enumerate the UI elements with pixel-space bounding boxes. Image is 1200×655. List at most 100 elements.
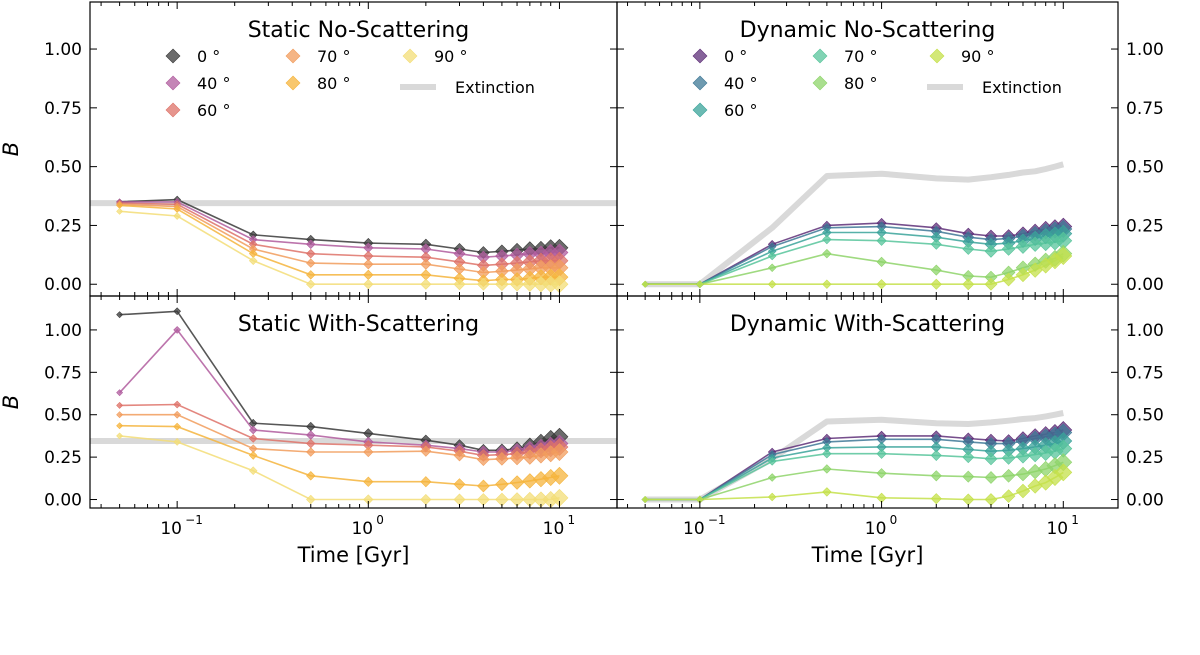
data-point: [1015, 466, 1031, 482]
data-point: [248, 451, 258, 460]
data-point: [930, 449, 942, 461]
data-point: [550, 466, 569, 485]
data-point: [1001, 468, 1016, 483]
y-tick-label: 0.75: [44, 99, 82, 119]
y-axis-label: B: [0, 142, 23, 156]
data-point: [767, 457, 777, 466]
data-point: [984, 471, 998, 484]
series-line-2: [645, 431, 1064, 501]
data-point: [767, 473, 777, 482]
data-point: [248, 425, 258, 435]
data-point: [1015, 483, 1031, 499]
data-point: [116, 207, 124, 215]
legend-label: 80 °: [844, 74, 877, 93]
panel-title: Static With-Scattering: [238, 312, 479, 337]
data-point: [962, 242, 975, 255]
series-line-1: [119, 198, 560, 254]
y-tick-label: 1.00: [44, 40, 82, 60]
x-tick-exponent: 0: [890, 513, 898, 527]
data-point: [173, 422, 182, 431]
legend-marker: [812, 75, 828, 91]
data-point: [1001, 242, 1016, 256]
data-point: [876, 468, 887, 479]
data-point: [420, 476, 432, 488]
plot-area: [90, 195, 617, 294]
panel-frame: [616, 295, 1119, 509]
y-tick-label: 0.00: [1126, 275, 1164, 295]
data-point: [822, 279, 832, 289]
data-point: [1001, 272, 1016, 287]
data-point: [550, 443, 569, 461]
y-tick-label: 0.25: [1126, 216, 1164, 236]
data-point: [509, 277, 525, 292]
y-tick-label: 0.50: [44, 406, 82, 426]
data-point: [306, 270, 316, 280]
x-tick-label: 10: [351, 519, 373, 539]
data-point: [453, 493, 466, 506]
data-point: [767, 279, 777, 289]
data-point: [173, 326, 182, 334]
x-tick-exponent: 1: [1071, 513, 1079, 527]
data-point: [509, 450, 525, 466]
data-point: [984, 452, 998, 466]
x-axis-label: Time [Gyr]: [811, 543, 924, 567]
panel-title: Static No-Scattering: [248, 18, 470, 43]
x-tick-exponent: −1: [185, 513, 203, 527]
legend-marker: [285, 75, 301, 91]
data-point: [363, 476, 374, 487]
y-tick-label: 0.50: [1126, 406, 1164, 426]
data-point: [930, 278, 942, 290]
legend-label: 40 °: [724, 74, 757, 93]
legend-label: 0 °: [724, 47, 747, 66]
data-point: [116, 432, 124, 440]
data-point: [495, 277, 509, 292]
data-point: [173, 400, 182, 409]
data-point: [306, 494, 316, 505]
data-point: [495, 452, 509, 466]
legend-label: 90 °: [434, 47, 467, 66]
data-point: [173, 438, 182, 446]
legend-label: 90 °: [961, 47, 994, 66]
y-tick-label: 0.00: [44, 491, 82, 511]
data-point: [306, 421, 316, 432]
data-point: [306, 239, 316, 249]
series-line-2: [119, 328, 560, 453]
y-tick-label: 0.75: [1126, 363, 1164, 383]
y-tick-label: 1.00: [1126, 40, 1164, 60]
data-point: [822, 464, 832, 474]
data-point: [116, 389, 124, 397]
legend: 0 ° 40 ° 60 ° 70 ° 80 ° 90 ° Extinction: [692, 47, 1062, 120]
data-point: [962, 470, 975, 483]
data-point: [767, 492, 777, 502]
panel-title: Dynamic With-Scattering: [730, 312, 1005, 337]
series-line-3: [645, 440, 1064, 501]
legend-label: 80 °: [317, 74, 350, 93]
x-tick-exponent: 1: [567, 513, 575, 527]
data-point: [477, 479, 490, 493]
data-point: [876, 256, 887, 268]
legend-label: Extinction: [982, 78, 1062, 97]
x-tick-exponent: 0: [376, 513, 384, 527]
legend-marker: [285, 48, 301, 64]
data-point: [930, 470, 942, 482]
data-point: [876, 235, 887, 246]
y-tick-label: 0.25: [1126, 448, 1164, 468]
y-tick-label: 0.00: [1126, 491, 1164, 511]
data-point: [495, 477, 509, 492]
legend-label: 40 °: [197, 74, 230, 93]
data-point: [420, 493, 432, 506]
y-tick-label: 0.00: [44, 275, 82, 295]
data-point: [420, 445, 432, 457]
data-point: [306, 447, 316, 457]
y-tick-label: 1.00: [44, 321, 82, 341]
y-tick-label: 1.00: [1126, 321, 1164, 341]
x-tick-exponent: −1: [708, 513, 726, 527]
data-point: [1001, 489, 1016, 503]
data-point: [1015, 267, 1031, 283]
legend-marker: [692, 75, 708, 91]
series-line-4: [119, 413, 560, 461]
data-point: [306, 248, 316, 259]
series-line-5: [119, 424, 560, 487]
plot-area: [641, 410, 1073, 506]
data-point: [363, 279, 374, 290]
